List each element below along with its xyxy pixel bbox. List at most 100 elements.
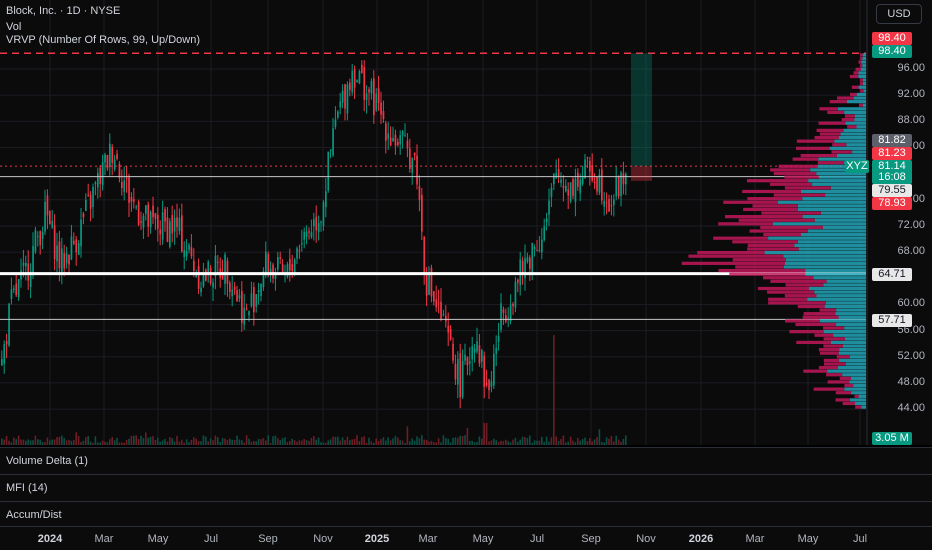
volume-bar: [327, 440, 329, 445]
mfi-pane[interactable]: MFI (14): [0, 474, 932, 501]
price-chart[interactable]: [0, 0, 932, 445]
candle-body: [457, 358, 459, 385]
volume-profile-down-bar: [773, 171, 817, 176]
volume-bar: [34, 435, 37, 445]
candle-body: [224, 254, 226, 284]
candle-body: [577, 172, 579, 187]
volume-bar: [106, 442, 109, 445]
volume-profile-down-bar: [778, 164, 818, 168]
time-axis-label: 2026: [688, 533, 714, 545]
volume-profile-up-bar: [836, 322, 866, 327]
volume-profile-down-bar: [844, 114, 855, 118]
volume-bar: [75, 432, 77, 445]
volume-bar: [169, 437, 171, 445]
volume-profile-down-bar: [819, 351, 839, 355]
volume-bar: [238, 439, 241, 445]
volume-bar: [598, 429, 601, 445]
candle-body: [197, 266, 200, 289]
volume-profile-down-bar: [814, 135, 839, 140]
volume-bar: [517, 441, 519, 445]
candle-body: [363, 67, 366, 100]
volume-bar: [617, 439, 620, 445]
volume-bar: [447, 438, 449, 445]
candle-body: [212, 282, 214, 288]
candle-body: [272, 264, 274, 279]
candle-body: [385, 123, 387, 141]
candle-body: [605, 202, 608, 204]
volume-bar: [25, 440, 27, 445]
candle-body: [411, 158, 414, 173]
candle-body: [608, 198, 610, 212]
volume-profile-down-bar: [795, 322, 837, 327]
candle-body: [106, 154, 109, 169]
volume-bar: [181, 439, 183, 445]
candle-body: [101, 162, 104, 186]
volume-bar: [442, 435, 445, 445]
volume-bar: [147, 437, 149, 445]
volume-bar: [358, 441, 361, 445]
volume-bar: [310, 438, 313, 445]
volume-bar: [317, 437, 320, 445]
candle-body: [97, 173, 99, 188]
candle-body: [173, 217, 176, 232]
volume-bar: [430, 440, 433, 445]
volume-bar: [349, 440, 351, 445]
vrvp-indicator-label[interactable]: VRVP (Number Of Rows, 99, Up/Down): [6, 34, 200, 46]
volume-bar: [373, 442, 375, 445]
volume-bar: [392, 438, 394, 445]
candle-body: [334, 119, 337, 127]
volume-profile-down-bar: [735, 265, 784, 269]
candle-body: [49, 210, 51, 225]
volume-bar: [277, 438, 279, 445]
volume-profile-up-bar: [852, 150, 866, 154]
candle-body: [286, 264, 289, 277]
volume-profile-down-bar: [681, 261, 785, 265]
chart-area[interactable]: Block, Inc. · 1D · NYSE Vol VRVP (Number…: [0, 0, 932, 445]
volume-bar: [488, 441, 490, 445]
candle-body: [387, 133, 390, 139]
candle-body: [377, 88, 380, 104]
volume-profile-up-bar: [846, 100, 866, 104]
candle-body: [22, 262, 25, 266]
candle-body: [337, 111, 339, 118]
volume-profile-up-bar: [797, 204, 866, 208]
candle-body: [545, 218, 548, 223]
volume-bar: [577, 438, 579, 445]
volume-bar: [605, 437, 608, 445]
candle-body: [473, 348, 476, 353]
volume-indicator-label[interactable]: Vol: [6, 21, 22, 33]
volume-profile-down-bar: [835, 391, 852, 395]
volume-profile-up-bar: [784, 261, 866, 265]
volume-bar: [363, 436, 365, 445]
time-axis[interactable]: 2024 Mar May Jul Sep Nov 2025 Mar May Jul Sep Nov 20…: [0, 526, 932, 550]
volume-bar: [584, 437, 586, 445]
candle-body: [310, 232, 313, 238]
volume-bar: [449, 442, 452, 445]
candle-body: [593, 181, 596, 184]
volume-bar: [497, 442, 500, 445]
volume-bar: [553, 335, 555, 445]
volume-delta-pane[interactable]: Volume Delta (1): [0, 447, 932, 474]
candle-body: [555, 172, 558, 179]
accum-dist-pane[interactable]: Accum/Dist: [0, 501, 932, 528]
candle-body: [421, 194, 423, 232]
candle-body: [565, 185, 567, 192]
volume-bar: [46, 437, 49, 445]
volume-profile-down-bar: [860, 53, 863, 57]
volume-profile-down-bar: [729, 272, 806, 276]
candle-body: [15, 283, 18, 296]
volume-profile-down-bar: [761, 211, 821, 215]
volume-profile-up-bar: [862, 103, 866, 107]
candle-body: [317, 223, 320, 232]
volume-bar: [241, 440, 243, 445]
candle-body: [34, 230, 37, 252]
volume-profile-down-bar: [817, 161, 844, 165]
candle-body: [164, 209, 166, 222]
candle-body: [493, 353, 495, 386]
volume-profile-down-bar: [785, 319, 820, 323]
candle-body: [303, 231, 306, 240]
candle-body: [373, 78, 375, 116]
candle-body: [404, 134, 406, 136]
volume-bar: [531, 442, 533, 445]
currency-button[interactable]: USD: [876, 4, 922, 24]
